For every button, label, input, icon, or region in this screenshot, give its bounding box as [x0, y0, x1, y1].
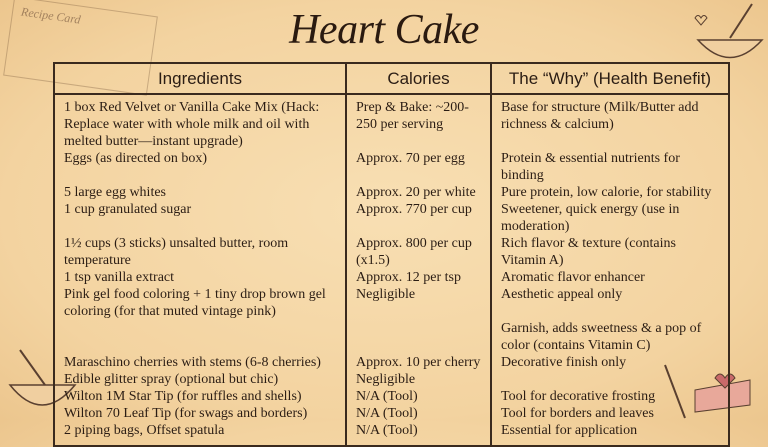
table-row: Wilton 70 Leaf Tip (for swags and border… [54, 405, 729, 422]
table-cell: Aromatic flavor enhancer [490, 269, 729, 286]
table-cell: Maraschino cherries with stems (6-8 cher… [64, 355, 321, 370]
table-cell [490, 371, 729, 388]
ingredients-table: Ingredients Calories The “Why” (Health Ben… [53, 62, 730, 447]
table-cell: Pure protein, low calorie, for stability [490, 184, 729, 201]
table-cell: Rich flavor & texture (contains Vitamin … [490, 235, 729, 269]
column-header: Ingredients [54, 63, 346, 95]
table-row: Garnish, adds sweetness & a pop of color… [54, 320, 729, 354]
table-cell: Sweetener, quick energy (use in moderati… [490, 201, 729, 235]
column-header: The “Why” (Health Benefit) [490, 63, 729, 95]
bowl-sketch [8, 349, 77, 406]
table-row: 5 large egg whites Approx. 20 per white Pu… [54, 184, 729, 201]
table-cell: Essential for application [490, 422, 729, 446]
table-cell [54, 320, 346, 354]
table-cell: 1 box Red Velvet or Vanilla Cake Mix (Ha… [64, 100, 320, 149]
table-cell: Protein & essential nutrients for bindin… [490, 150, 729, 184]
table-row: 1 tsp vanilla extract Approx. 12 per tsp A… [54, 269, 729, 286]
table-row: 1 box Red Velvet or Vanilla Cake Mix (Ha… [54, 94, 729, 150]
table-cell: Tool for borders and leaves [490, 405, 729, 422]
table-cell: Garnish, adds sweetness & a pop of color… [490, 320, 729, 354]
table-cell: Approx. 70 per egg [345, 150, 491, 184]
table-cell: Prep & Bake: ~200-250 per serving [345, 94, 491, 150]
table-cell: 2 piping bags, Offset spatula [64, 423, 225, 438]
header-row: Ingredients Calories The “Why” (Health Ben… [54, 63, 729, 95]
table-cell: 5 large egg whites [64, 185, 166, 200]
table-cell: 1 cup granulated sugar [64, 202, 192, 217]
table-cell [345, 320, 491, 354]
table-row: Wilton 1M Star Tip (for ruffles and shel… [54, 388, 729, 405]
table-cell: Approx. 800 per cup (x1.5) [345, 235, 491, 269]
table-cell: Approx. 20 per white [345, 184, 491, 201]
table-cell: Approx. 10 per cherry [345, 354, 491, 371]
table-row: Maraschino cherries with stems (6-8 cher… [54, 354, 729, 371]
table-cell: Wilton 1M Star Tip (for ruffles and shel… [64, 389, 302, 404]
table-cell: Aesthetic appeal only [490, 286, 729, 320]
table-cell: Negligible [345, 286, 491, 320]
table-cell: Eggs (as directed on box) [64, 151, 208, 166]
table-cell: Negligible [345, 371, 491, 388]
table-row: Edible glitter spray (optional but chic)… [54, 371, 729, 388]
table-row: 1 cup granulated sugar Approx. 770 per cu… [54, 201, 729, 235]
table-row: 2 piping bags, Offset spatula N/A (Tool) E… [54, 422, 729, 446]
table-cell: N/A (Tool) [345, 422, 491, 446]
table-cell: Approx. 12 per tsp [345, 269, 491, 286]
table-cell: Pink gel food coloring + 1 tiny drop bro… [64, 287, 326, 319]
table-cell: N/A (Tool) [345, 405, 491, 422]
table-cell: Decorative finish only [490, 354, 729, 371]
table-row: Eggs (as directed on box) Approx. 70 per … [54, 150, 729, 184]
table-cell: N/A (Tool) [345, 388, 491, 405]
table-cell: Base for structure (Milk/Butter add rich… [490, 94, 729, 150]
title: Heart Cake [289, 7, 479, 53]
table-cell: 1½ cups (3 sticks) unsalted butter, room… [64, 236, 289, 268]
table-row: Pink gel food coloring + 1 tiny drop bro… [54, 286, 729, 320]
table-cell: Tool for decorative frosting [490, 388, 729, 405]
table-cell: Approx. 770 per cup [345, 201, 491, 235]
table-cell: 1 tsp vanilla extract [64, 270, 175, 285]
table-row: 1½ cups (3 sticks) unsalted butter, room… [54, 235, 729, 269]
table-cell: Wilton 70 Leaf Tip (for swags and border… [64, 406, 308, 421]
table-cell: Edible glitter spray (optional but chic) [64, 372, 279, 387]
column-header: Calories [345, 63, 491, 95]
whisk-bowl-sketch [694, 3, 764, 59]
